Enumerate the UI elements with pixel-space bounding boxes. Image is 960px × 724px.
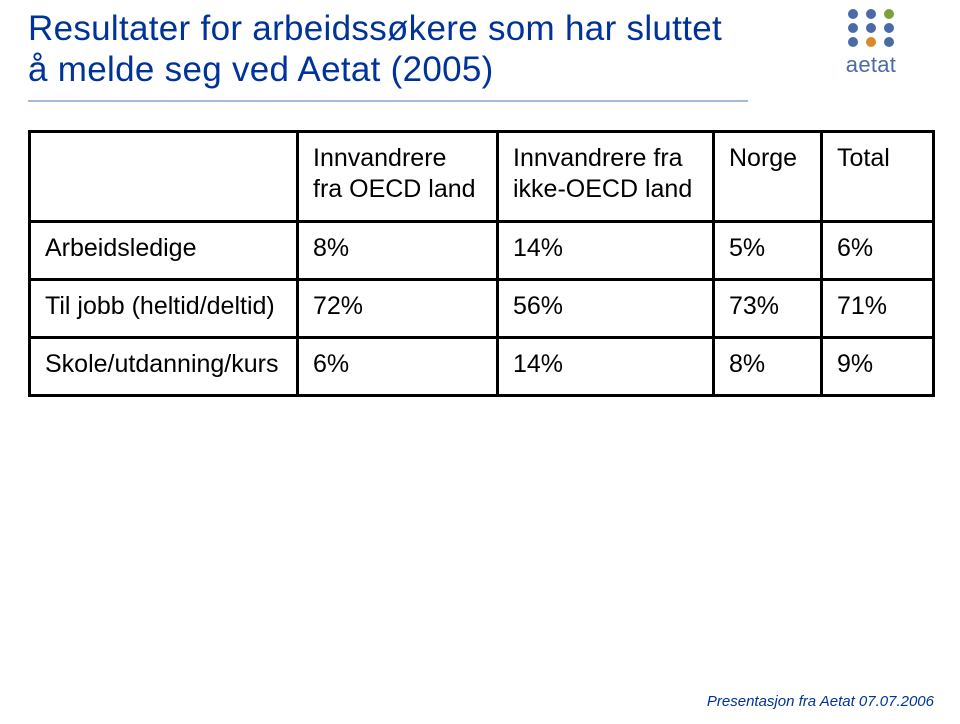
logo-dot <box>866 23 876 33</box>
table-row-label: Skole/utdanning/kurs <box>30 338 298 396</box>
table-row-label: Til jobb (heltid/deltid) <box>30 279 298 337</box>
table-cell: 6% <box>822 221 934 279</box>
footer-text: Presentasjon fra Aetat 07.07.2006 <box>707 693 934 710</box>
table-row: Til jobb (heltid/deltid) 72% 56% 73% 71% <box>30 279 934 337</box>
table-header-cell: Norge <box>714 132 822 222</box>
logo-dot <box>848 9 858 19</box>
table-header-cell: Innvandrere fra OECD land <box>298 132 498 222</box>
title-underline <box>28 100 748 102</box>
table-header-cell: Total <box>822 132 934 222</box>
table-header-cell <box>30 132 298 222</box>
slide: Resultater for arbeidssøkere som har slu… <box>0 0 960 724</box>
logo-dot <box>884 37 894 47</box>
table-cell: 73% <box>714 279 822 337</box>
table-cell: 14% <box>498 221 714 279</box>
logo-text: aetat <box>806 52 936 78</box>
table-cell: 72% <box>298 279 498 337</box>
logo-dot <box>866 37 876 47</box>
table-cell: 71% <box>822 279 934 337</box>
table-cell: 8% <box>298 221 498 279</box>
table-cell: 5% <box>714 221 822 279</box>
logo-dot <box>884 23 894 33</box>
logo-dots <box>806 8 936 50</box>
table-header-row: Innvandrere fra OECD land Innvandrere fr… <box>30 132 934 222</box>
table-cell: 9% <box>822 338 934 396</box>
aetat-logo: aetat <box>806 8 936 78</box>
logo-dot <box>884 9 894 19</box>
page-title: Resultater for arbeidssøkere som har slu… <box>28 8 748 91</box>
logo-dot <box>848 23 858 33</box>
logo-dot <box>866 9 876 19</box>
table-row-label: Arbeidsledige <box>30 221 298 279</box>
table-cell: 14% <box>498 338 714 396</box>
table-row: Arbeidsledige 8% 14% 5% 6% <box>30 221 934 279</box>
title-wrap: Resultater for arbeidssøkere som har slu… <box>28 8 748 91</box>
table-cell: 56% <box>498 279 714 337</box>
table-cell: 8% <box>714 338 822 396</box>
table-header-cell: Innvandrere fra ikke-OECD land <box>498 132 714 222</box>
logo-dot <box>848 37 858 47</box>
table-cell: 6% <box>298 338 498 396</box>
table-row: Skole/utdanning/kurs 6% 14% 8% 9% <box>30 338 934 396</box>
results-table: Innvandrere fra OECD land Innvandrere fr… <box>28 130 935 397</box>
